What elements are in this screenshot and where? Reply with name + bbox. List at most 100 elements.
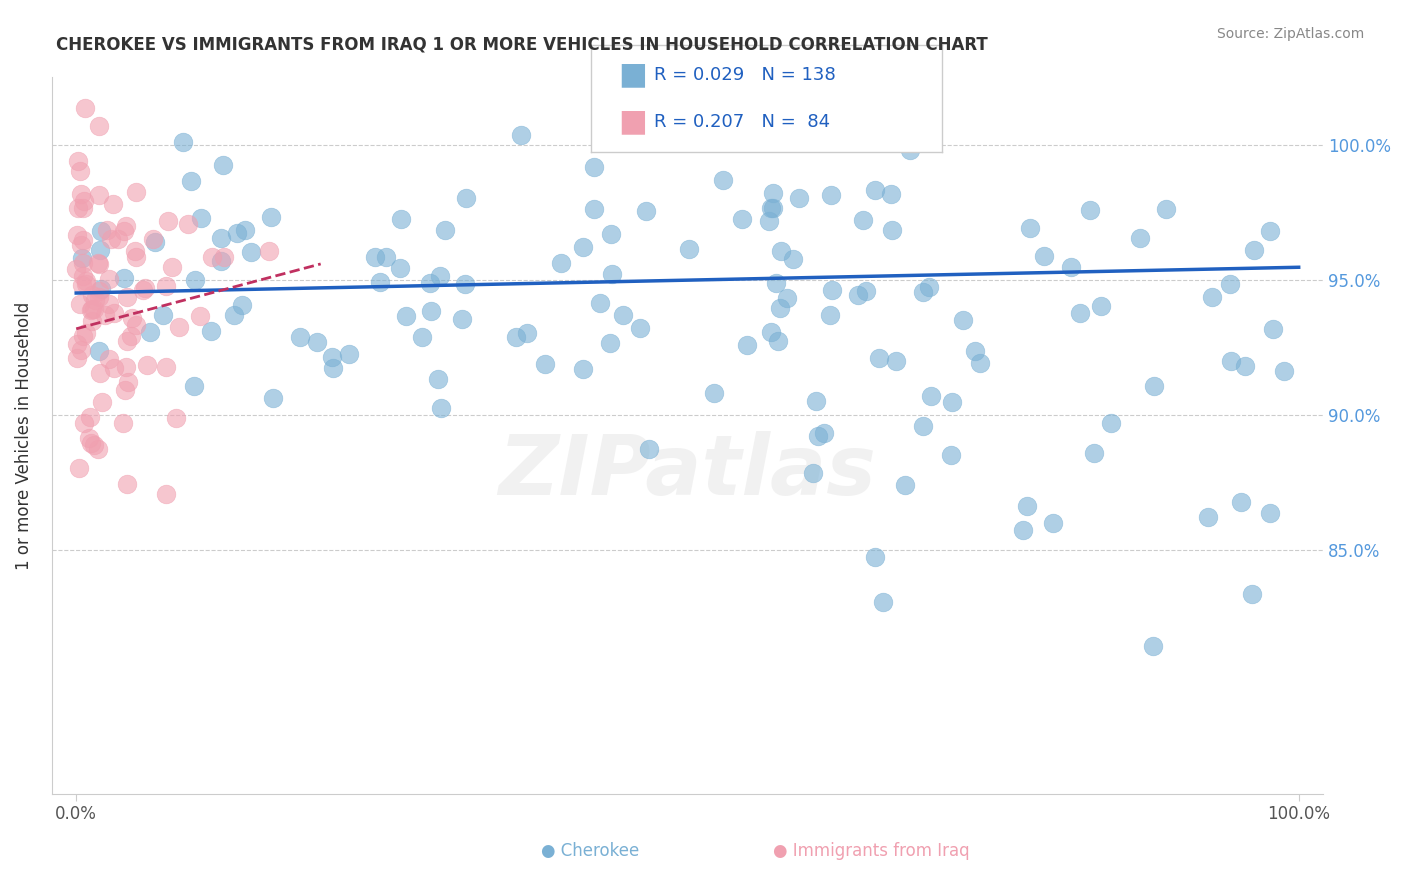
Point: [920, 389, 942, 403]
Point: [180, 173, 202, 187]
Point: [1069, 306, 1091, 320]
Point: [1011, 523, 1033, 537]
Point: [155, 487, 177, 501]
Point: [134, 281, 156, 295]
Point: [583, 202, 606, 216]
Point: [963, 343, 986, 358]
Point: [711, 172, 734, 186]
Point: [96, 222, 118, 236]
Point: [911, 418, 934, 433]
Text: ZIPatlas: ZIPatlas: [499, 431, 876, 512]
Point: [80, 436, 103, 450]
Point: [89, 366, 111, 380]
Point: [233, 223, 256, 237]
Point: [200, 324, 222, 338]
Point: [72, 201, 94, 215]
Point: [969, 356, 991, 370]
Point: [111, 416, 134, 430]
Point: [94, 308, 117, 322]
Point: [66, 351, 89, 365]
Point: [768, 334, 790, 349]
Point: [572, 240, 595, 254]
Point: [75, 277, 97, 292]
Point: [70, 277, 93, 292]
Point: [1201, 289, 1223, 303]
Text: R = 0.029   N = 138: R = 0.029 N = 138: [654, 66, 835, 84]
Point: [1078, 202, 1101, 217]
Point: [939, 448, 962, 462]
Point: [120, 329, 142, 343]
Point: [898, 143, 921, 157]
Text: ■: ■: [619, 60, 648, 89]
Point: [69, 187, 91, 202]
Point: [124, 185, 146, 199]
Point: [87, 256, 110, 270]
Point: [112, 271, 135, 285]
Point: [872, 594, 894, 608]
Point: [1274, 364, 1296, 378]
Point: [884, 354, 907, 368]
Point: [769, 301, 792, 315]
Point: [143, 235, 166, 250]
Point: [364, 250, 387, 264]
Point: [67, 154, 90, 169]
Point: [75, 274, 97, 288]
Point: [678, 242, 700, 256]
Point: [571, 362, 593, 376]
Point: [80, 313, 103, 327]
Point: [114, 360, 136, 375]
Point: [868, 351, 890, 365]
Point: [1230, 495, 1253, 509]
Point: [1258, 507, 1281, 521]
Point: [430, 401, 453, 415]
Point: [1241, 587, 1264, 601]
Point: [1083, 446, 1105, 460]
Point: [83, 301, 105, 316]
Point: [704, 109, 727, 123]
Point: [117, 375, 139, 389]
Point: [80, 303, 103, 318]
Point: [600, 227, 623, 241]
Point: [135, 358, 157, 372]
Text: R = 0.207   N =  84: R = 0.207 N = 84: [654, 112, 830, 130]
Point: [804, 394, 827, 409]
Point: [89, 344, 111, 359]
Point: [1261, 322, 1284, 336]
Point: [66, 337, 89, 351]
Point: [509, 128, 531, 142]
Point: [450, 311, 472, 326]
Point: [419, 304, 441, 318]
Point: [70, 238, 93, 252]
Point: [152, 308, 174, 322]
Point: [806, 429, 828, 443]
Point: [321, 350, 343, 364]
Point: [1219, 277, 1241, 291]
Text: ■: ■: [619, 107, 648, 136]
Point: [72, 328, 94, 343]
Point: [183, 378, 205, 392]
Point: [759, 326, 782, 340]
Point: [70, 251, 93, 265]
Point: [703, 385, 725, 400]
Point: [72, 255, 94, 269]
Point: [762, 186, 785, 200]
Point: [107, 232, 129, 246]
Point: [139, 325, 162, 339]
Point: [288, 330, 311, 344]
Point: [583, 161, 606, 175]
Point: [758, 214, 780, 228]
Point: [201, 250, 224, 264]
Point: [762, 201, 785, 215]
Point: [259, 210, 281, 224]
Point: [759, 202, 782, 216]
Point: [337, 346, 360, 360]
Point: [638, 442, 661, 456]
Point: [157, 213, 180, 227]
Point: [98, 351, 121, 366]
Point: [121, 310, 143, 325]
Point: [855, 285, 877, 299]
Point: [1258, 224, 1281, 238]
Point: [813, 426, 835, 441]
Point: [226, 226, 249, 240]
Point: [82, 287, 104, 301]
